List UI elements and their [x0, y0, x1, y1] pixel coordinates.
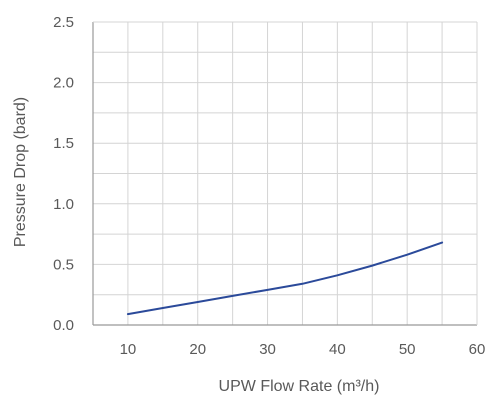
x-tick-label: 20: [189, 341, 206, 358]
y-tick-labels: 0.0 0.5 1.0 1.5 2.0 2.5: [53, 14, 74, 334]
series-line: [126, 241, 444, 316]
x-tick-label: 10: [120, 341, 137, 358]
series-lines: [126, 241, 444, 316]
y-tick-label: 1.0: [53, 196, 74, 213]
y-tick-label: 0.0: [53, 317, 74, 334]
axes: [92, 21, 478, 326]
x-tick-label: 30: [259, 341, 276, 358]
x-axis-title: UPW Flow Rate (m³/h): [219, 378, 380, 395]
grid-lines: [93, 22, 477, 325]
y-tick-label: 0.5: [53, 256, 74, 273]
y-tick-label: 2.5: [53, 14, 74, 31]
y-tick-label: 1.5: [53, 135, 74, 152]
x-tick-labels: 10 20 30 40 50 60: [120, 341, 486, 358]
x-tick-label: 60: [469, 341, 486, 358]
x-tick-label: 40: [329, 341, 346, 358]
y-axis-title: Pressure Drop (bard): [12, 97, 29, 247]
y-tick-label: 2.0: [53, 75, 74, 92]
x-tick-label: 50: [399, 341, 416, 358]
